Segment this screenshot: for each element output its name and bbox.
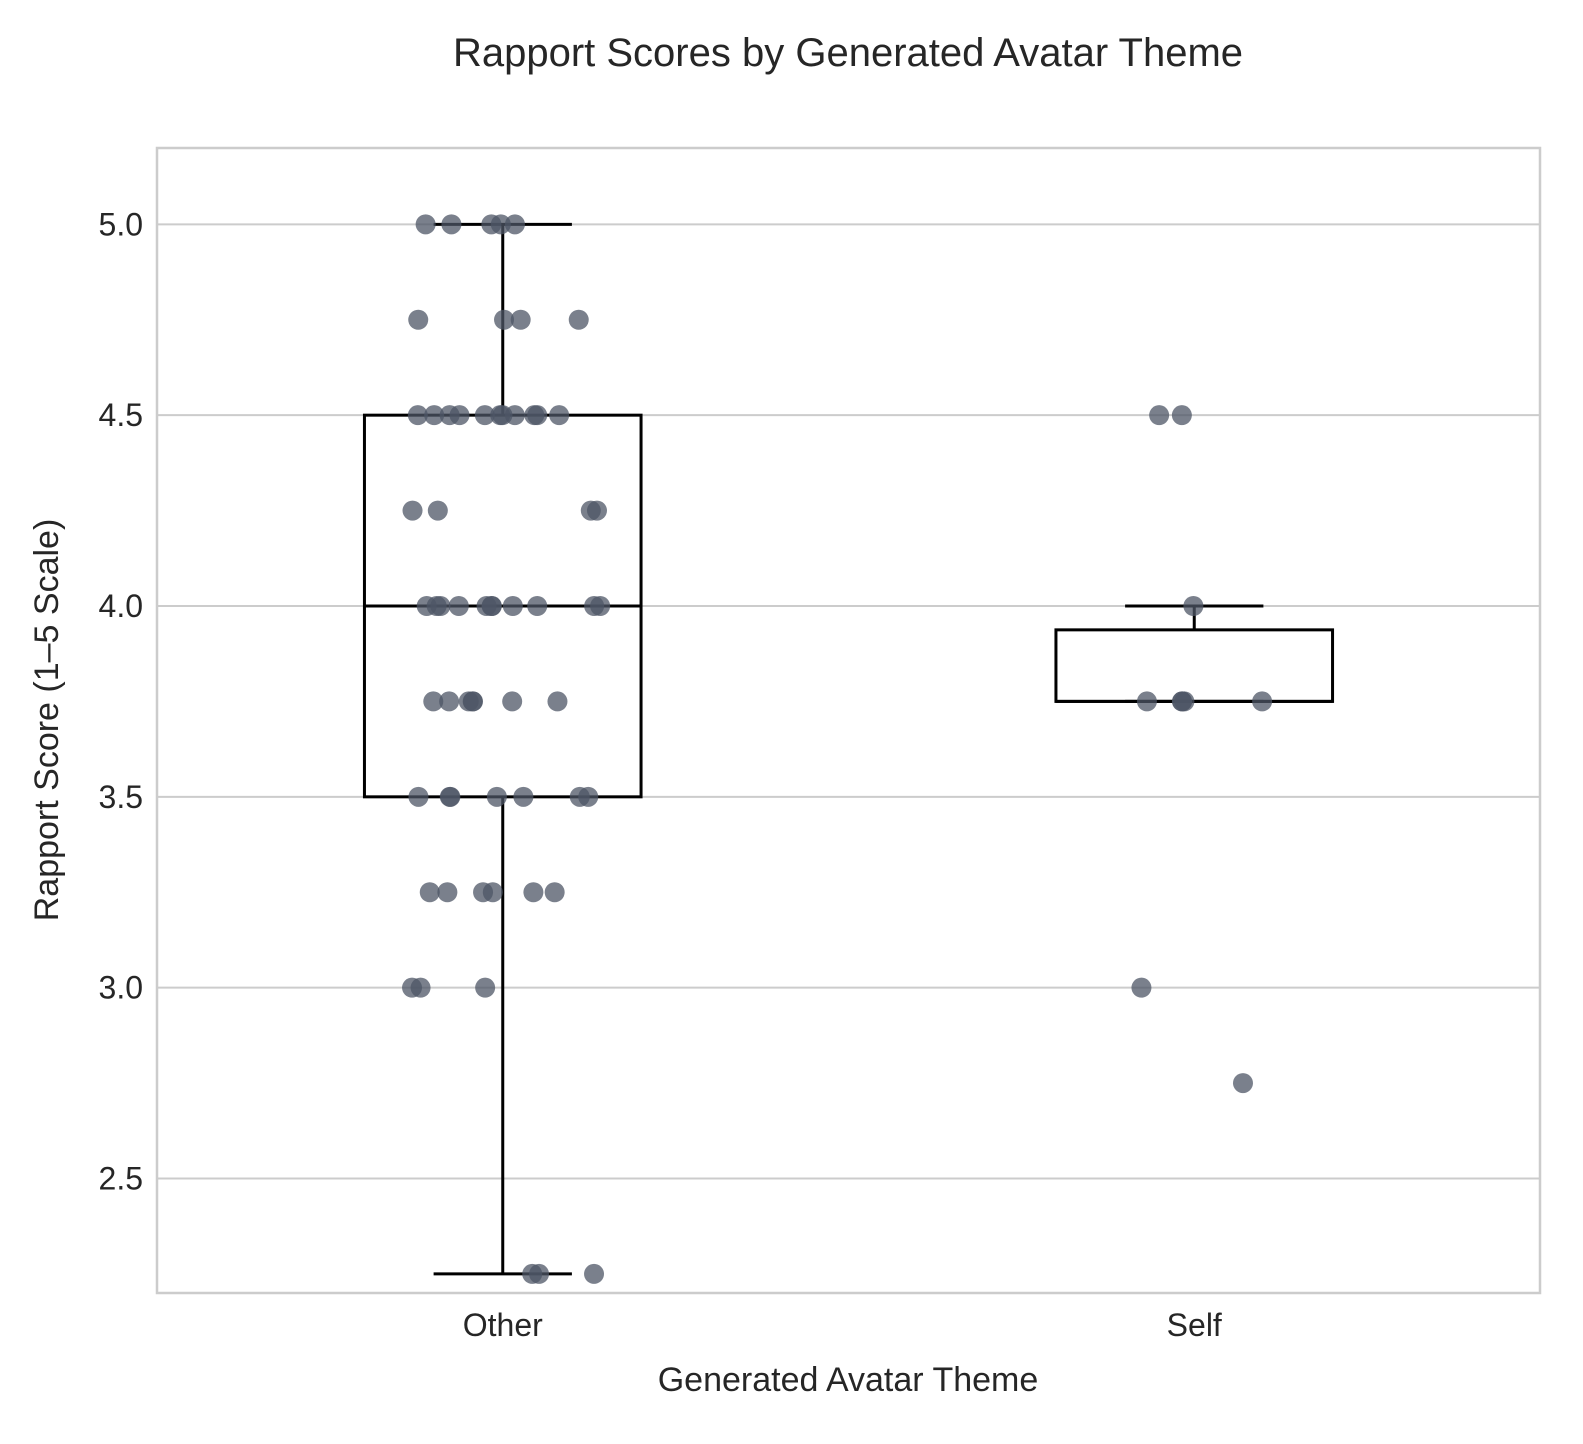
data-point	[462, 691, 483, 712]
data-point	[569, 786, 590, 807]
data-point	[502, 596, 523, 616]
data-point	[474, 405, 495, 426]
data-point	[527, 405, 548, 426]
strip-points	[402, 214, 1273, 1284]
data-point	[408, 309, 429, 330]
data-point	[513, 786, 534, 807]
data-point	[419, 882, 440, 903]
data-point	[490, 405, 511, 426]
data-point	[1172, 691, 1193, 712]
data-point	[1149, 405, 1170, 426]
data-point	[448, 596, 469, 616]
data-point	[439, 786, 460, 807]
data-point	[504, 405, 525, 426]
data-point	[441, 214, 462, 235]
y-tick-label: 3.0	[99, 970, 143, 1006]
data-point	[427, 500, 448, 521]
y-axis-ticks: 2.5 3.0 3.5 4.0 4.5 5.0	[99, 206, 143, 1196]
data-point	[408, 786, 429, 807]
data-point	[523, 882, 544, 903]
data-point	[1252, 691, 1273, 712]
box-self	[1054, 604, 1335, 703]
data-point	[486, 786, 507, 807]
data-point	[527, 596, 548, 616]
y-tick-label: 3.5	[99, 779, 143, 815]
y-axis-label: Rapport Score (1–5 Scale)	[28, 519, 66, 922]
data-point	[547, 691, 568, 712]
data-point	[423, 691, 444, 712]
data-point	[402, 500, 423, 521]
data-point	[522, 1263, 543, 1284]
data-point	[1232, 1073, 1253, 1094]
data-point	[568, 309, 589, 330]
data-point	[407, 405, 428, 426]
data-point	[475, 977, 496, 998]
data-point	[1171, 405, 1192, 426]
plot-frame	[155, 146, 1542, 1295]
data-point	[586, 500, 607, 521]
x-axis-label: Generated Avatar Theme	[658, 1361, 1039, 1399]
data-point	[439, 691, 460, 712]
x-tick-label: Self	[1167, 1307, 1222, 1343]
data-point	[415, 214, 436, 235]
data-point	[437, 882, 458, 903]
chart-title: Rapport Scores by Generated Avatar Theme	[453, 31, 1243, 75]
box-group	[362, 222, 1335, 1276]
box-other	[362, 222, 643, 1276]
data-point	[504, 214, 525, 235]
data-point	[426, 596, 447, 616]
x-tick-label: Other	[463, 1307, 543, 1343]
data-point	[439, 405, 460, 426]
data-point	[544, 882, 565, 903]
data-point	[402, 977, 423, 998]
y-tick-label: 4.5	[99, 397, 143, 433]
data-point	[584, 1263, 605, 1284]
data-point	[510, 309, 531, 330]
y-tick-label: 5.0	[99, 206, 143, 242]
data-point	[590, 596, 611, 616]
data-point	[481, 214, 502, 235]
iqr-box	[1054, 628, 1335, 703]
data-point	[1136, 691, 1157, 712]
data-point	[1131, 977, 1152, 998]
y-tick-label: 4.0	[99, 588, 143, 624]
data-point	[549, 405, 570, 426]
data-point	[494, 309, 515, 330]
x-axis-ticks: Other Self	[463, 1307, 1222, 1343]
data-point	[502, 691, 523, 712]
data-point	[1183, 596, 1204, 616]
data-point	[481, 596, 502, 616]
data-point	[482, 882, 503, 903]
y-tick-label: 2.5	[99, 1161, 143, 1197]
data-point	[424, 405, 445, 426]
